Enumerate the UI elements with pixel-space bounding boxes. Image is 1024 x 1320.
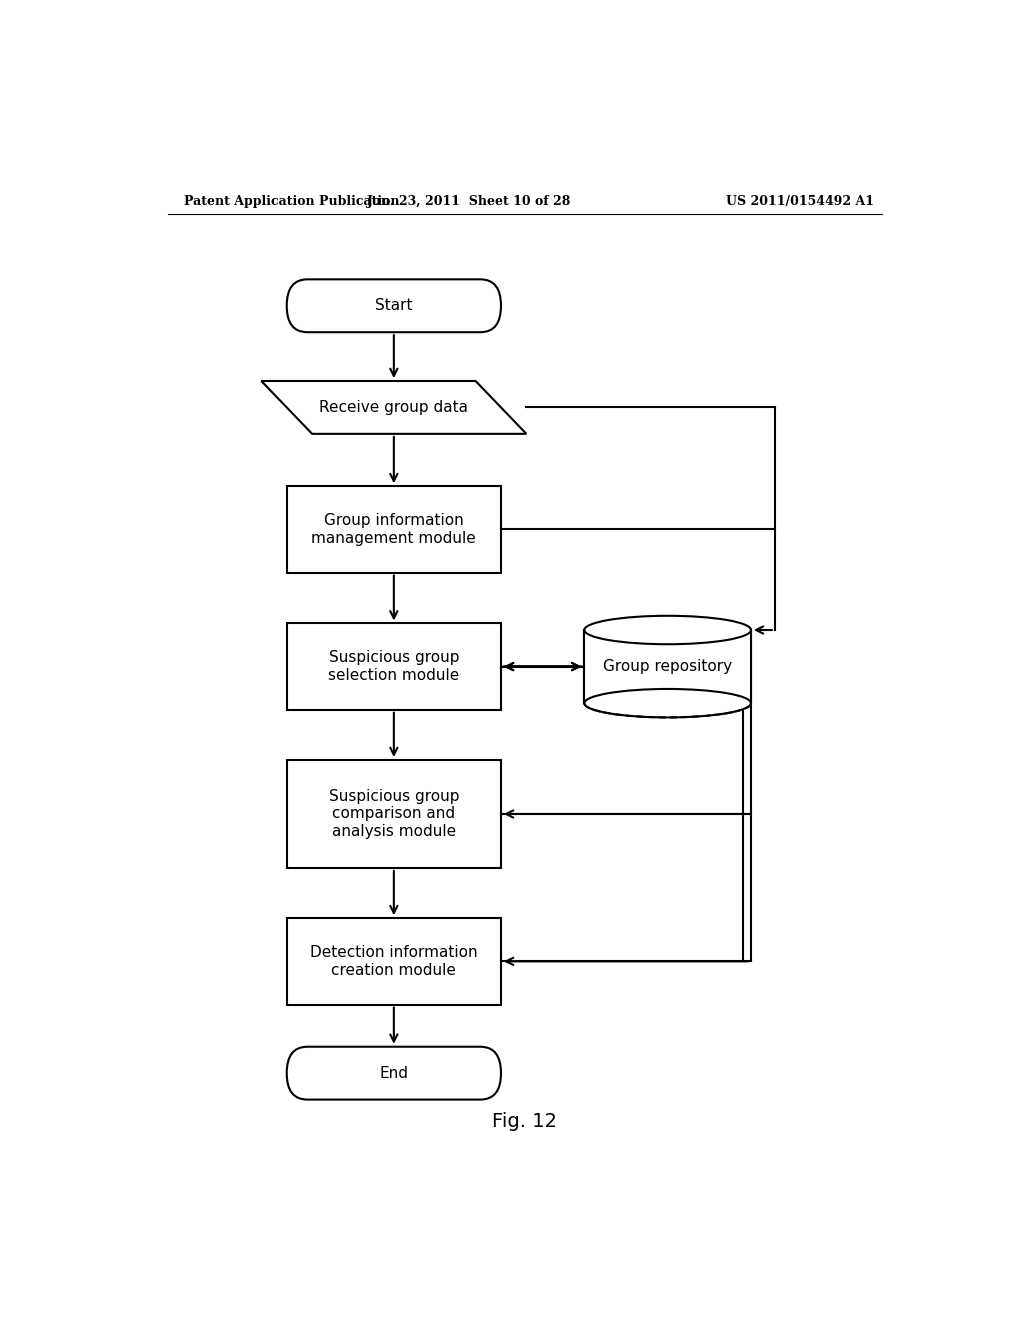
Polygon shape [287, 486, 501, 573]
Polygon shape [261, 381, 526, 434]
Polygon shape [287, 760, 501, 869]
Text: End: End [379, 1065, 409, 1081]
Text: Fig. 12: Fig. 12 [493, 1113, 557, 1131]
Polygon shape [287, 919, 501, 1005]
Text: Group information
management module: Group information management module [311, 513, 476, 545]
Text: Patent Application Publication: Patent Application Publication [183, 194, 399, 207]
Text: Receive group data: Receive group data [319, 400, 468, 414]
Text: Suspicious group
comparison and
analysis module: Suspicious group comparison and analysis… [329, 789, 459, 840]
Ellipse shape [585, 689, 751, 718]
Text: US 2011/0154492 A1: US 2011/0154492 A1 [726, 194, 873, 207]
Ellipse shape [585, 615, 751, 644]
Text: Group repository: Group repository [603, 659, 732, 675]
FancyBboxPatch shape [287, 280, 501, 333]
Polygon shape [585, 630, 751, 704]
Polygon shape [585, 630, 751, 704]
Text: Start: Start [375, 298, 413, 313]
Text: Suspicious group
selection module: Suspicious group selection module [329, 651, 460, 682]
Text: Detection information
creation module: Detection information creation module [310, 945, 477, 978]
FancyBboxPatch shape [287, 1047, 501, 1100]
Text: Jun. 23, 2011  Sheet 10 of 28: Jun. 23, 2011 Sheet 10 of 28 [367, 194, 571, 207]
Polygon shape [287, 623, 501, 710]
